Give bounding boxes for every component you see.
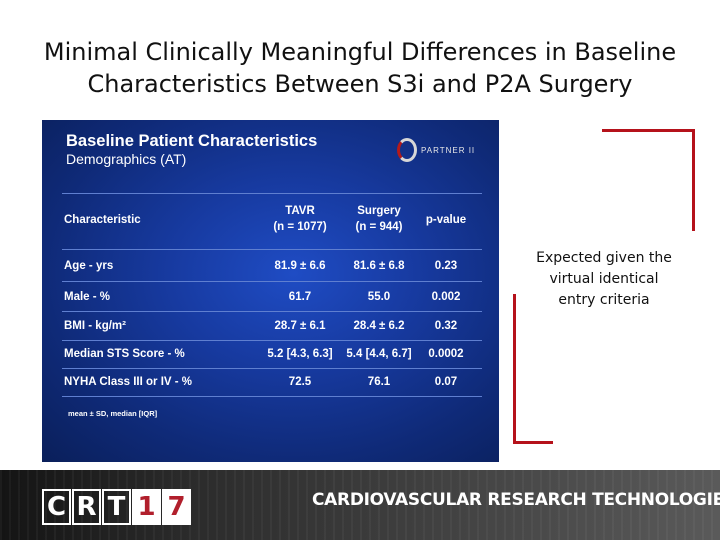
row-p-value: 0.23 bbox=[434, 260, 458, 272]
banner-texture bbox=[0, 470, 720, 540]
row-p-value: 0.0002 bbox=[428, 348, 464, 360]
row-divider bbox=[62, 340, 482, 341]
slide-title-line-2: Characteristics Between S3i and P2A Surg… bbox=[87, 70, 633, 98]
row-label: NYHA Class III or IV - % bbox=[64, 376, 193, 388]
row-surgery-value: 76.1 bbox=[367, 376, 391, 388]
column-header-tavr-n: (n = 1077) bbox=[273, 221, 327, 233]
row-divider bbox=[62, 311, 482, 312]
row-label: Male - % bbox=[64, 291, 111, 303]
row-divider bbox=[62, 281, 482, 282]
logo-letter: C bbox=[42, 489, 71, 525]
bracket-bottom-line bbox=[513, 441, 553, 444]
column-header-p-value: p-value bbox=[425, 214, 467, 226]
bracket-right-line bbox=[692, 129, 695, 231]
row-tavr-value: 5.2 [4.3, 6.3] bbox=[267, 348, 333, 360]
row-p-value: 0.32 bbox=[434, 320, 458, 332]
partner-trial-logo: PARTNER II bbox=[397, 130, 497, 170]
partner-logo-text: PARTNER II bbox=[421, 146, 476, 155]
row-divider bbox=[62, 368, 482, 369]
panel-subtitle: Demographics (AT) bbox=[66, 151, 187, 167]
row-label: Median STS Score - % bbox=[64, 348, 185, 360]
row-tavr-value: 81.9 ± 6.6 bbox=[274, 260, 326, 272]
row-surgery-value: 81.6 ± 6.8 bbox=[353, 260, 405, 272]
row-p-value: 0.07 bbox=[434, 376, 458, 388]
baseline-table-image: Baseline Patient Characteristics Demogra… bbox=[42, 120, 499, 462]
column-header-surgery-n: (n = 944) bbox=[355, 221, 403, 233]
table-footnote: mean ± SD, median [IQR] bbox=[68, 409, 158, 418]
slide-title: Minimal Clinically Meaningful Difference… bbox=[20, 36, 700, 100]
column-header-tavr: TAVR bbox=[285, 205, 315, 217]
logo-digit: 7 bbox=[162, 489, 191, 525]
row-label: BMI - kg/m² bbox=[64, 320, 126, 332]
annotation-line-3: entry criteria bbox=[558, 292, 650, 308]
logo-letter: R bbox=[72, 489, 101, 525]
column-header-surgery: Surgery bbox=[357, 205, 401, 217]
header-bottom-rule bbox=[62, 249, 482, 250]
footer-banner: C R T 1 7 bbox=[0, 470, 720, 540]
row-tavr-value: 28.7 ± 6.1 bbox=[274, 320, 326, 332]
panel-title: Baseline Patient Characteristics bbox=[66, 132, 318, 150]
column-header-characteristic: Characteristic bbox=[64, 214, 141, 226]
row-surgery-value: 5.4 [4.4, 6.7] bbox=[346, 348, 412, 360]
row-tavr-value: 61.7 bbox=[288, 291, 312, 303]
logo-letter: T bbox=[102, 489, 131, 525]
row-surgery-value: 28.4 ± 6.2 bbox=[353, 320, 405, 332]
bracket-left-line bbox=[513, 294, 516, 444]
header-top-rule bbox=[62, 193, 482, 194]
annotation-line-1: Expected given the bbox=[536, 250, 672, 266]
banner-text: CARDIOVASCULAR RESEARCH TECHNOLOGIES bbox=[312, 490, 720, 510]
row-divider bbox=[62, 396, 482, 397]
row-p-value: 0.002 bbox=[431, 291, 461, 303]
slide-title-line-1: Minimal Clinically Meaningful Difference… bbox=[43, 38, 677, 66]
row-label: Age - yrs bbox=[64, 260, 114, 272]
partner-logo-icon bbox=[397, 138, 417, 162]
row-tavr-value: 72.5 bbox=[288, 376, 312, 388]
row-surgery-value: 55.0 bbox=[367, 291, 391, 303]
annotation-line-2: virtual identical bbox=[549, 271, 659, 287]
annotation-note: Expected given the virtual identical ent… bbox=[524, 248, 684, 311]
logo-digit: 1 bbox=[132, 489, 161, 525]
bracket-top-line bbox=[602, 129, 694, 132]
